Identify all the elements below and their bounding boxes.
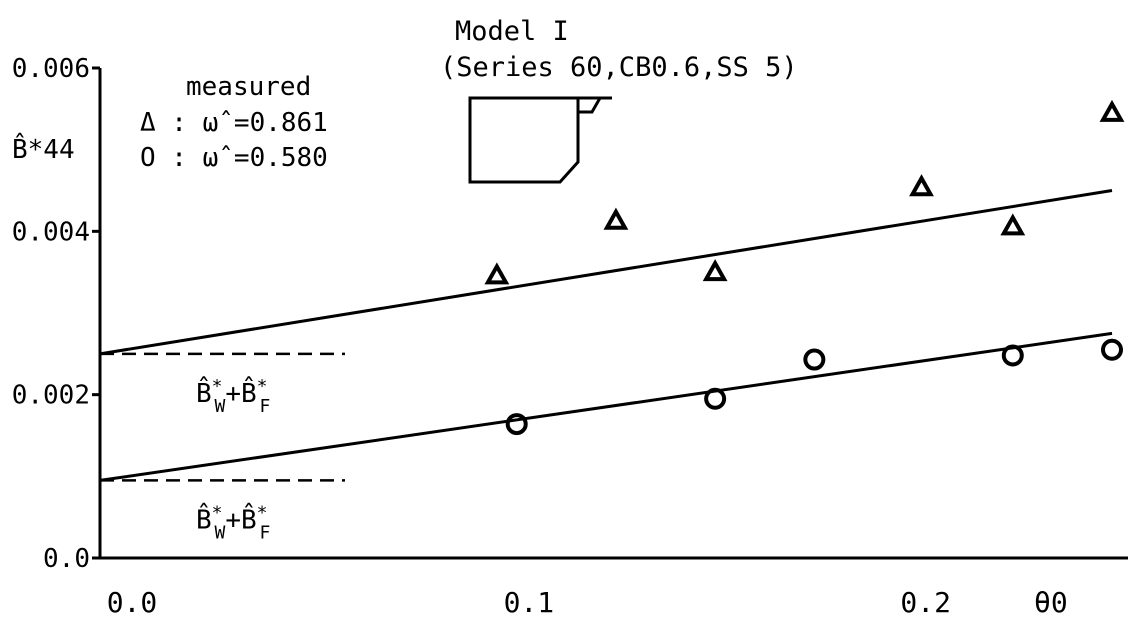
legend-entry-triangle: Δ : ω̂ =0.861 — [140, 108, 328, 138]
y-tick-label: 0.0 — [43, 544, 90, 574]
circle-point — [1101, 338, 1123, 361]
reference-label-part: +B̂ — [225, 502, 256, 536]
circle-point — [704, 387, 727, 410]
triangle-point — [1000, 213, 1026, 236]
reference-label-part: W — [215, 522, 226, 543]
y-axis-label: B̂*44 — [12, 131, 75, 165]
chart-title-line1: Model I — [455, 16, 569, 47]
circle-point — [1001, 344, 1024, 367]
circle-point — [505, 413, 528, 436]
reference-label-part: +B̂ — [225, 375, 256, 409]
legend-entry-circle: O : ω̂ =0.580 — [140, 143, 328, 173]
reference-label-part: F — [260, 522, 271, 543]
triangle-point — [909, 174, 934, 197]
reference-label-part: * — [257, 376, 268, 397]
y-tick-label: 0.002 — [12, 381, 90, 411]
y-tick-label: 0.006 — [12, 54, 90, 84]
reference-label-part: W — [215, 396, 226, 417]
reference-label-part: * — [212, 502, 223, 523]
triangle-point — [603, 207, 629, 230]
triangle-point — [1099, 99, 1125, 122]
reference-label-part: * — [257, 502, 268, 523]
y-tick-label: 0.004 — [12, 217, 90, 247]
x-axis-label: θ0 — [1034, 586, 1068, 619]
fit-line — [99, 189, 1113, 356]
reference-line-label: B̂* W+B̂* F — [196, 375, 270, 417]
x-tick-label: 0.2 — [900, 586, 951, 619]
chart-title-line2: (Series 60,CB0.6,SS 5) — [440, 52, 798, 83]
triangle-point — [702, 259, 728, 282]
reference-label-part: F — [260, 396, 271, 417]
reference-label-part: B̂ — [196, 375, 212, 409]
reference-label-part: B̂ — [196, 502, 212, 536]
circle-point — [803, 348, 826, 371]
legend-title: measured — [186, 72, 311, 102]
reference-label-part: * — [212, 376, 223, 397]
triangle-point — [484, 262, 510, 285]
x-tick-label: 0.0 — [107, 586, 158, 619]
x-tick-label: 0.1 — [504, 586, 555, 619]
fit-line — [99, 331, 1113, 482]
hull-section-icon — [468, 96, 612, 184]
reference-line-label: B̂* W+B̂* F — [196, 502, 270, 544]
